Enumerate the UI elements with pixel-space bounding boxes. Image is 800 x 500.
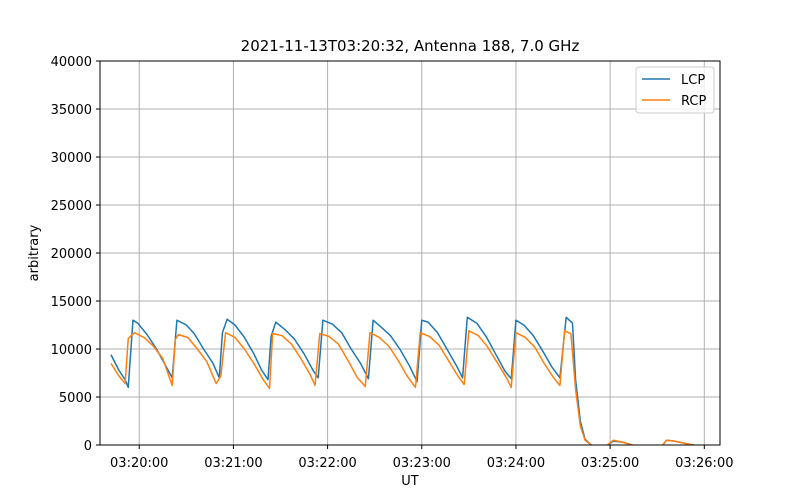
x-tick-label: 03:25:00: [581, 456, 639, 471]
series-line-rcp: [110, 330, 697, 445]
chart-title: 2021-11-13T03:20:32, Antenna 188, 7.0 GH…: [241, 37, 580, 55]
y-tick-label: 35000: [51, 103, 92, 118]
x-tick-label: 03:22:00: [298, 456, 356, 471]
y-axis: 0 5000 10000 15000 20000 25000 30000 35000 40000: [51, 55, 100, 454]
y-tick-label: 40000: [51, 55, 92, 70]
y-tick-label: 10000: [51, 343, 92, 358]
y-tick-label: 25000: [51, 199, 92, 214]
x-tick-label: 03:23:00: [393, 456, 451, 471]
x-tick-label: 03:24:00: [487, 456, 545, 471]
legend-label-lcp: LCP: [681, 73, 705, 88]
y-tick-label: 0: [84, 439, 92, 454]
x-tick-label: 03:26:00: [675, 456, 733, 471]
y-tick-label: 30000: [51, 151, 92, 166]
legend-label-rcp: RCP: [681, 94, 706, 109]
legend: LCP RCP: [635, 66, 715, 114]
y-tick-label: 15000: [51, 295, 92, 310]
x-axis: 03:20:00 03:21:00 03:22:00 03:23:00 03:24:00…: [110, 445, 733, 471]
y-tick-label: 5000: [59, 391, 92, 406]
series-layer: [110, 316, 697, 445]
y-tick-label: 20000: [51, 247, 92, 262]
series-line-lcp: [110, 316, 697, 445]
x-axis-label: UT: [401, 474, 419, 489]
x-tick-label: 03:21:00: [204, 456, 262, 471]
x-tick-label: 03:20:00: [110, 456, 168, 471]
y-axis-label: arbitrary: [27, 224, 42, 281]
